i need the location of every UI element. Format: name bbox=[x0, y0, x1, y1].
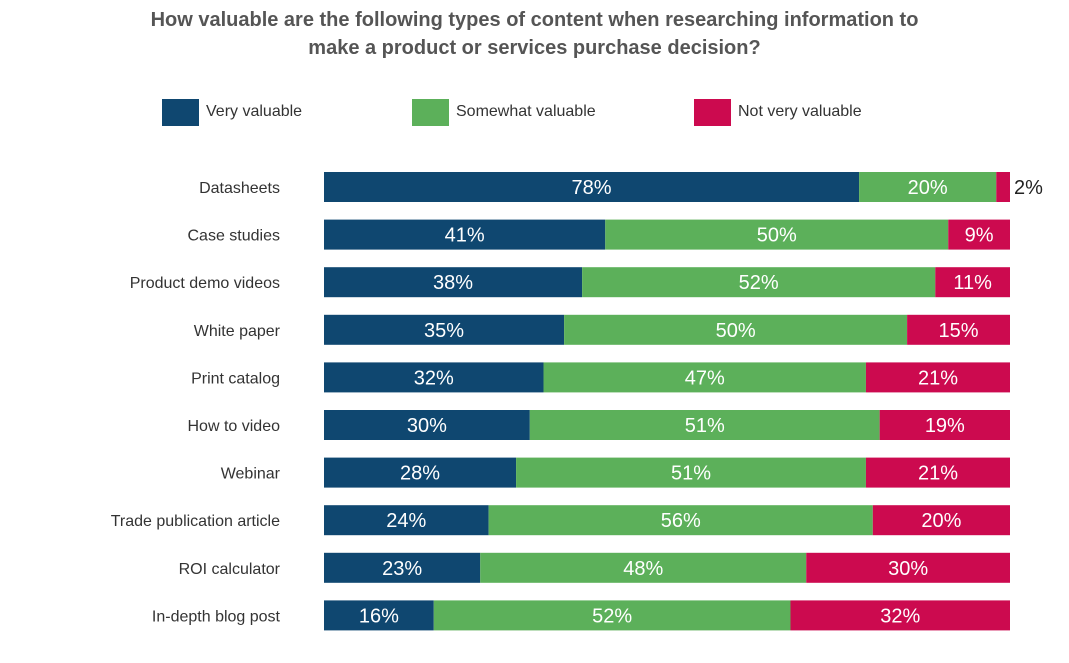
bar-row-print-catalog: Print catalog 32% 47% 21% bbox=[191, 362, 1010, 393]
legend-swatch-very-valuable bbox=[162, 98, 199, 126]
bar-segment-somewhat-valuable-datasheets bbox=[859, 172, 997, 202]
data-label-not-very-valuable-datasheets: 2% bbox=[1014, 177, 1043, 199]
legend-swatch-somewhat-valuable bbox=[412, 98, 449, 126]
bar-row-roi-calculator: ROI calculator 23% 48% 30% bbox=[179, 552, 1010, 583]
legend-label-very-valuable: Very valuable bbox=[206, 103, 303, 120]
bar-segment-very-valuable-roi-calculator bbox=[324, 552, 481, 583]
bar-row-how-to-video: How to video 30% 51% 19% bbox=[188, 410, 1010, 440]
data-label-somewhat-valuable-datasheets: 20% bbox=[908, 177, 948, 199]
data-label-not-very-valuable-case-studies: 9% bbox=[965, 225, 994, 247]
bar-segment-somewhat-valuable-webinar bbox=[516, 457, 866, 488]
data-label-not-very-valuable-product-demo-videos: 11% bbox=[953, 272, 992, 294]
category-label-webinar: Webinar bbox=[221, 466, 281, 483]
bar-segment-not-very-valuable-datasheets bbox=[996, 172, 1010, 202]
bar-segment-somewhat-valuable-trade-publication-article bbox=[488, 505, 873, 536]
data-label-very-valuable-white-paper: 35% bbox=[424, 320, 464, 342]
bar-segment-very-valuable-product-demo-videos bbox=[324, 267, 583, 298]
bar-segment-very-valuable-webinar bbox=[324, 457, 517, 488]
data-label-very-valuable-trade-publication-article: 24% bbox=[386, 510, 426, 532]
data-label-not-very-valuable-print-catalog: 21% bbox=[918, 367, 958, 389]
data-label-very-valuable-in-depth-blog-post: 16% bbox=[359, 605, 399, 627]
category-label-roi-calculator: ROI calculator bbox=[179, 561, 281, 578]
bar-segment-not-very-valuable-roi-calculator bbox=[806, 552, 1010, 583]
data-label-not-very-valuable-roi-calculator: 30% bbox=[888, 558, 928, 580]
legend-item-not-very-valuable: Not very valuable bbox=[694, 98, 862, 126]
data-label-somewhat-valuable-product-demo-videos: 52% bbox=[739, 272, 779, 294]
bar-row-trade-publication-article: Trade publication article 24% 56% 20% bbox=[111, 505, 1010, 536]
legend-item-somewhat-valuable: Somewhat valuable bbox=[412, 98, 596, 126]
data-label-very-valuable-case-studies: 41% bbox=[445, 225, 485, 247]
bar-segment-somewhat-valuable-white-paper bbox=[564, 314, 908, 345]
category-label-in-depth-blog-post: In-depth blog post bbox=[152, 608, 281, 625]
bar-segment-somewhat-valuable-in-depth-blog-post bbox=[433, 600, 791, 631]
category-label-datasheets: Datasheets bbox=[199, 180, 280, 197]
bar-segment-somewhat-valuable-case-studies bbox=[605, 219, 949, 250]
bar-segment-somewhat-valuable-how-to-video bbox=[529, 410, 880, 440]
legend-label-somewhat-valuable: Somewhat valuable bbox=[456, 103, 596, 120]
bar-segment-somewhat-valuable-print-catalog bbox=[543, 362, 866, 393]
bar-segment-very-valuable-in-depth-blog-post bbox=[324, 600, 434, 631]
data-label-somewhat-valuable-how-to-video: 51% bbox=[685, 415, 725, 437]
category-label-trade-publication-article: Trade publication article bbox=[111, 513, 280, 530]
chart-title: How valuable are the following types of … bbox=[0, 6, 1069, 62]
data-label-not-very-valuable-in-depth-blog-post: 32% bbox=[880, 605, 920, 627]
legend-item-very-valuable: Very valuable bbox=[162, 98, 302, 126]
bar-segment-not-very-valuable-trade-publication-article bbox=[872, 505, 1010, 536]
data-label-very-valuable-roi-calculator: 23% bbox=[382, 558, 422, 580]
data-label-not-very-valuable-white-paper: 15% bbox=[939, 320, 979, 342]
bar-segment-somewhat-valuable-product-demo-videos bbox=[582, 267, 936, 298]
chart-legend: Very valuable Somewhat valuable Not very… bbox=[0, 98, 1069, 128]
data-label-somewhat-valuable-trade-publication-article: 56% bbox=[661, 510, 701, 532]
chart-title-line-1: How valuable are the following types of … bbox=[150, 9, 919, 31]
bar-segment-very-valuable-white-paper bbox=[324, 314, 565, 345]
chart-title-line-2: make a product or services purchase deci… bbox=[308, 37, 761, 59]
bar-row-webinar: Webinar 28% 51% 21% bbox=[221, 457, 1010, 488]
bar-segment-not-very-valuable-in-depth-blog-post bbox=[790, 600, 1010, 631]
data-label-somewhat-valuable-print-catalog: 47% bbox=[685, 367, 725, 389]
legend-swatch-not-very-valuable bbox=[694, 98, 731, 126]
bar-row-datasheets: Datasheets 78% 20% 2% bbox=[199, 172, 1043, 202]
data-label-somewhat-valuable-roi-calculator: 48% bbox=[623, 558, 663, 580]
bar-segment-very-valuable-datasheets bbox=[324, 172, 860, 202]
bar-segment-very-valuable-case-studies bbox=[324, 219, 606, 250]
bar-row-in-depth-blog-post: In-depth blog post 16% 52% 32% bbox=[152, 600, 1010, 631]
data-label-somewhat-valuable-webinar: 51% bbox=[671, 463, 711, 485]
data-label-somewhat-valuable-case-studies: 50% bbox=[757, 225, 797, 247]
bar-segment-not-very-valuable-product-demo-videos bbox=[935, 267, 1010, 298]
category-label-white-paper: White paper bbox=[194, 323, 281, 340]
bar-segment-not-very-valuable-how-to-video bbox=[879, 410, 1010, 440]
legend-label-not-very-valuable: Not very valuable bbox=[738, 103, 862, 120]
data-label-not-very-valuable-webinar: 21% bbox=[918, 463, 958, 485]
bar-segment-very-valuable-print-catalog bbox=[324, 362, 544, 393]
bar-segment-very-valuable-how-to-video bbox=[324, 410, 530, 440]
bar-segment-not-very-valuable-case-studies bbox=[948, 219, 1010, 250]
category-label-how-to-video: How to video bbox=[188, 418, 281, 435]
data-label-very-valuable-webinar: 28% bbox=[400, 463, 440, 485]
data-label-not-very-valuable-how-to-video: 19% bbox=[925, 415, 965, 437]
bar-segment-not-very-valuable-white-paper bbox=[907, 314, 1010, 345]
bar-segment-very-valuable-trade-publication-article bbox=[324, 505, 489, 536]
bar-segment-not-very-valuable-print-catalog bbox=[865, 362, 1010, 393]
data-label-very-valuable-how-to-video: 30% bbox=[407, 415, 447, 437]
data-label-somewhat-valuable-in-depth-blog-post: 52% bbox=[592, 605, 632, 627]
data-label-not-very-valuable-trade-publication-article: 20% bbox=[921, 510, 961, 532]
data-label-very-valuable-datasheets: 78% bbox=[572, 177, 612, 199]
data-label-somewhat-valuable-white-paper: 50% bbox=[716, 320, 756, 342]
bar-row-white-paper: White paper 35% 50% 15% bbox=[194, 314, 1010, 345]
bar-row-product-demo-videos: Product demo videos 38% 52% 11% bbox=[130, 267, 1010, 298]
category-label-case-studies: Case studies bbox=[188, 228, 281, 245]
category-label-product-demo-videos: Product demo videos bbox=[130, 275, 280, 292]
category-label-print-catalog: Print catalog bbox=[191, 370, 280, 387]
bar-row-case-studies: Case studies 41% 50% 9% bbox=[188, 219, 1010, 250]
data-label-very-valuable-product-demo-videos: 38% bbox=[433, 272, 473, 294]
bar-segment-somewhat-valuable-roi-calculator bbox=[480, 552, 807, 583]
bar-segment-not-very-valuable-webinar bbox=[865, 457, 1010, 488]
data-label-very-valuable-print-catalog: 32% bbox=[414, 367, 454, 389]
